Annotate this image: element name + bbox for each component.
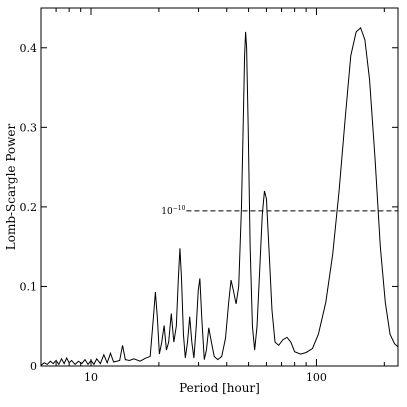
threshold-label-exponent: −10 [173,205,186,212]
plot-area [40,7,399,367]
y-tick-label: 0.2 [20,201,38,214]
x-axis-ticks: 10 100 [55,8,385,384]
y-tick-label: 0.4 [20,42,38,55]
y-axis-ticks: 0 0.1 0.2 0.3 0.4 [20,42,398,373]
x-tick-label: 100 [306,371,327,384]
power-spectrum-line [40,27,399,366]
threshold-label-base: 10 [161,207,173,217]
y-tick-label: 0.3 [20,121,38,134]
x-tick-label: 10 [84,371,98,384]
x-axis-label: Period [hour] [179,381,260,395]
y-axis-label: Lomb-Scargle Power [4,123,18,250]
y-tick-label: 0.1 [20,280,38,293]
threshold-label: 10−10 [161,205,185,217]
y-tick-label: 0 [30,360,37,373]
